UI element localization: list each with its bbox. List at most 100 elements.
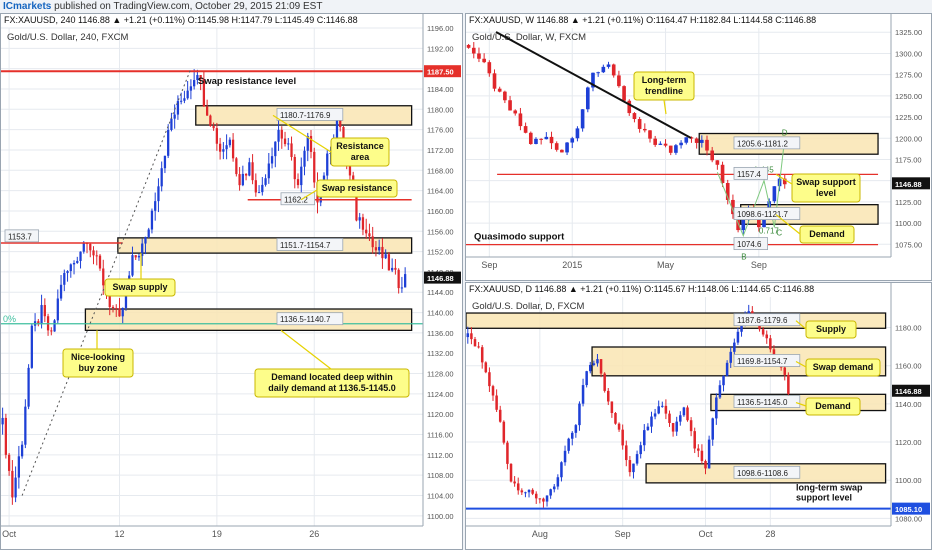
candle-body: [596, 72, 600, 74]
long-term-trendline: [495, 31, 692, 139]
candle-body: [92, 250, 95, 256]
candle-body: [111, 306, 115, 309]
candle-body: [653, 138, 657, 145]
y-tick-label: 1100.00: [895, 476, 922, 485]
candle-body: [549, 136, 554, 144]
zone-label-weekly-supply: 1205.6-1181.2: [737, 139, 789, 148]
price-tag-label: 1085.10: [895, 505, 922, 514]
candle-body: [482, 58, 486, 63]
chart-panel-daily[interactable]: FX:XAUUSD, D 1146.88 ▲ +1.21 (+0.11%) O:…: [465, 282, 932, 550]
price-tag-bg: [424, 65, 461, 78]
candle-body: [693, 431, 696, 449]
candle-body: [306, 135, 309, 151]
candle-body: [679, 415, 682, 422]
line-label-swap-res: 1162.2: [284, 195, 308, 204]
y-tick-label: 1128.00: [427, 370, 454, 379]
ohlc-line-daily: FX:XAUUSD, D 1146.88 ▲ +1.21 (+0.11%) O:…: [469, 284, 815, 294]
candle-body: [538, 498, 542, 500]
candle-body: [539, 138, 543, 140]
candle-body: [552, 486, 556, 490]
candle-body: [108, 293, 111, 307]
candle-body: [563, 450, 567, 463]
x-tick-label: Aug: [532, 529, 548, 539]
candle-body: [59, 284, 63, 299]
label-weekly-demand: Demand: [809, 229, 845, 239]
candle-body: [491, 386, 495, 396]
candle-body: [193, 80, 196, 87]
line-label-1074-box: [733, 237, 768, 251]
candle-body: [686, 407, 689, 421]
zone-label-swap-supply-box: [276, 238, 344, 251]
candle-body: [772, 186, 777, 202]
candle-body: [183, 98, 186, 101]
candle-body: [736, 331, 740, 343]
chart-panel-h4[interactable]: FX:XAUUSD, 240 1146.88 ▲ +1.21 (+0.11%) …: [0, 13, 463, 550]
candle-body: [495, 395, 498, 410]
candle-body: [722, 375, 725, 386]
candle-body: [765, 334, 769, 339]
last-price-tag: 1146.88: [895, 180, 922, 189]
y-tick-label: 1225.00: [895, 113, 922, 122]
zone-label-daily-lower: 1098.6-1108.6: [737, 469, 789, 478]
candle-body: [66, 271, 69, 274]
candle-body: [303, 150, 306, 167]
candle-body: [24, 406, 27, 445]
candle-body: [694, 138, 699, 143]
candle-body: [700, 139, 704, 143]
arrow-swap-support: [775, 173, 793, 185]
label-demand-note: Demand located deep within: [271, 372, 393, 382]
label-demand-note: daily demand at 1136.5-1145.0: [268, 383, 396, 393]
candle-body: [287, 143, 290, 145]
candle-body: [50, 330, 53, 332]
candle-body: [79, 251, 82, 261]
last-price-tag-bg: [424, 271, 461, 284]
y-tick-label: 1100.00: [427, 512, 454, 521]
candle-body: [150, 210, 154, 230]
y-tick-label: 1175.00: [895, 155, 922, 164]
chart-svg-h4[interactable]: Gold/U.S. Dollar, 240, FXCM 1100.00 1104.0…: [1, 14, 462, 549]
candle-body: [664, 405, 668, 414]
zone-label-daily-demand-box: [733, 395, 801, 408]
label-swap-supply: Swap supply: [112, 282, 167, 292]
label-quasimodo: Quasimodo support: [474, 232, 565, 243]
candle-body: [228, 139, 231, 146]
candle-body: [387, 254, 391, 271]
candle-body: [394, 267, 397, 270]
y-tick-label: 1100.00: [895, 219, 922, 228]
chart-svg-daily[interactable]: Gold/U.S. Dollar, D, FXCM 1080.00 1100.00 1…: [466, 283, 931, 549]
candle-body: [235, 158, 238, 175]
label-weekly-demand-box: [799, 225, 855, 244]
candle-body: [581, 385, 585, 404]
y-tick-label: 1080.00: [895, 514, 922, 523]
zone-label-resistance: 1180.7-1176.9: [280, 111, 331, 120]
y-tick-label: 1156.00: [427, 227, 454, 236]
brand-logo[interactable]: ICmarkets: [3, 1, 52, 12]
zone-1: [117, 237, 413, 254]
zone-label-demand: 1136.5-1140.7: [280, 315, 331, 324]
candle-body: [244, 173, 248, 176]
label-daily-supply-box: [805, 320, 857, 339]
candle-body: [173, 114, 176, 119]
y-tick-label: 1184.00: [427, 85, 454, 94]
candle-body: [520, 490, 524, 493]
label-lt-swap-support: support level: [796, 493, 852, 503]
candle-body: [209, 115, 212, 126]
candle-body: [762, 213, 766, 228]
chart-panel-weekly[interactable]: FX:XAUUSD, W 1146.88 ▲ +1.21 (+0.11%) O:…: [465, 13, 932, 281]
candle-body: [544, 136, 549, 140]
label-nice-buy-zone: buy zone: [78, 363, 117, 373]
line-label-1157: 1157.4: [737, 170, 761, 179]
y-tick-label: 1075.00: [895, 240, 922, 249]
candle-body: [471, 47, 476, 54]
candle-body: [37, 321, 40, 325]
publish-info: published on TradingView.com, October 29…: [54, 1, 323, 12]
candle-body: [782, 178, 787, 185]
candle-body: [361, 217, 365, 230]
candle-body: [492, 73, 497, 89]
candle-body: [560, 149, 564, 153]
candle-body: [89, 243, 92, 251]
candle-body: [69, 264, 72, 272]
chart-svg-weekly[interactable]: Gold/U.S. Dollar, W, FXCM 1075.00 1100.00 1…: [466, 14, 931, 280]
candle-body: [531, 489, 534, 494]
candle-body: [704, 460, 707, 469]
